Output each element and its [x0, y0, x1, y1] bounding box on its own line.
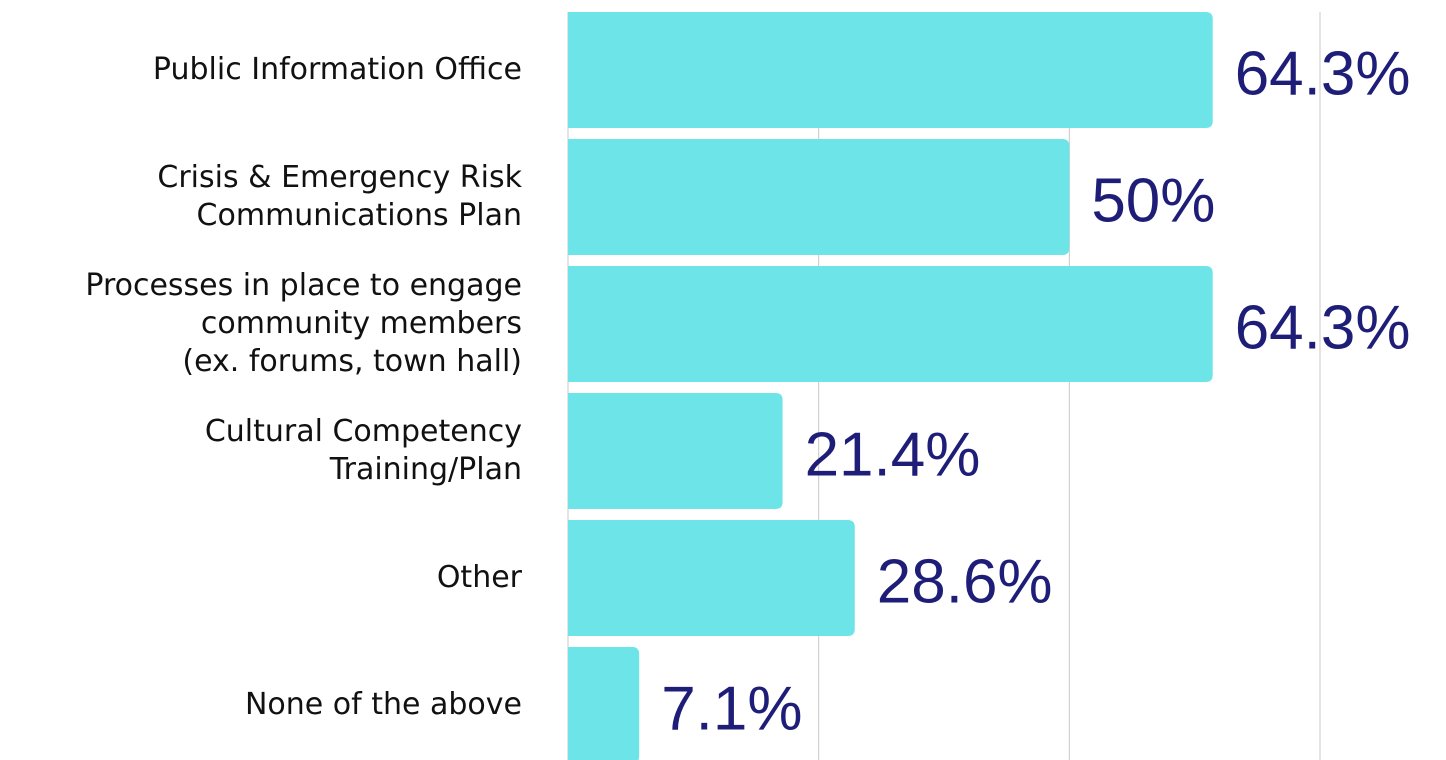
category-label: None of the above — [244, 687, 522, 722]
bar — [568, 139, 1070, 255]
category-label: Cultural Competency Training/Plan — [204, 414, 522, 487]
value-label: 7.1% — [661, 674, 802, 743]
category-label: Other — [436, 560, 522, 595]
bar — [568, 520, 855, 636]
bar — [568, 266, 1213, 382]
bar — [568, 647, 640, 760]
value-label: 64.3% — [1235, 39, 1411, 108]
category-label: Public Information Office — [152, 52, 522, 87]
category-label: Processes in place to engage community m… — [85, 268, 522, 379]
category-label: Crisis & Emergency Risk Communications P… — [157, 160, 522, 233]
value-label: 50% — [1091, 166, 1215, 235]
bar — [568, 393, 783, 509]
value-label: 64.3% — [1235, 293, 1411, 362]
value-label: 21.4% — [805, 420, 981, 489]
bar — [568, 12, 1213, 128]
value-label: 28.6% — [877, 547, 1053, 616]
